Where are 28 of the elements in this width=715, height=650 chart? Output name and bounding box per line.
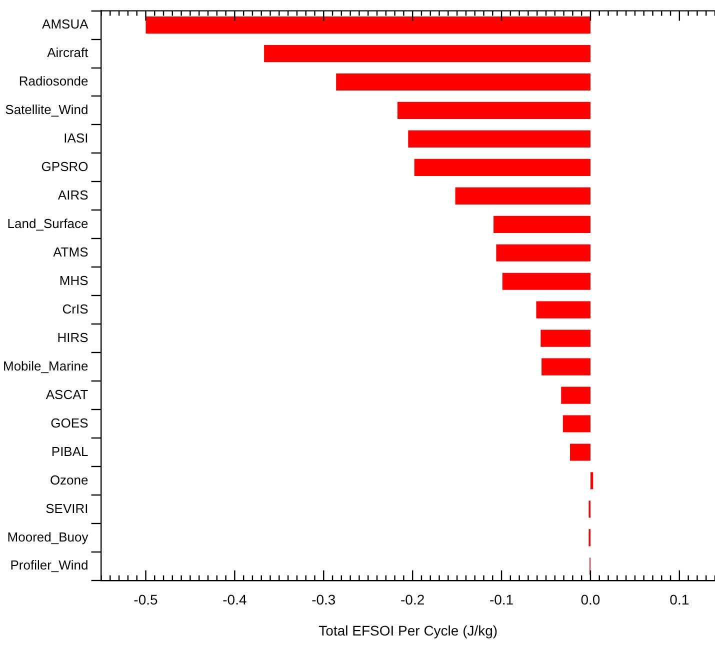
y-tick-label: Ozone [50,472,88,488]
x-tick-label: -0.3 [312,592,336,608]
y-tick-label: Satellite_Wind [5,102,88,118]
y-tick-label: AMSUA [42,16,89,32]
y-tick-label: Mobile_Marine [2,358,88,374]
x-tick-label: 0.1 [670,592,690,608]
y-tick-label: PIBAL [51,444,88,459]
x-tick-label: 0.0 [580,592,600,608]
y-tick-label: IASI [64,130,88,146]
y-tick-label: Moored_Buoy [7,529,89,544]
y-tick-label: HIRS [57,330,89,345]
y-tick-label: ATMS [53,244,89,260]
y-tick-label: GOES [50,415,89,430]
y-tick-label: MHS [59,272,89,288]
y-tick-label: ASCAT [46,386,88,402]
y-tick-label: CrIS [62,301,89,316]
y-tick-label: Aircraft [47,45,89,60]
x-tick-label: -0.5 [134,592,158,608]
y-tick-label: Profiler_Wind [10,558,88,573]
x-tick-label: -0.4 [222,592,247,608]
x-tick-label: -0.2 [400,592,425,608]
x-tick-label: -0.1 [489,592,514,608]
x-axis-title: Total EFSOI Per Cycle (J/kg) [318,622,498,638]
y-tick-label: GPSRO [41,159,88,174]
y-tick-label: Land_Surface [7,216,88,231]
y-tick-label: AIRS [58,188,89,202]
y-tick-label: Radiosonde [18,74,88,89]
y-tick-label: SEVIRI [46,500,88,516]
